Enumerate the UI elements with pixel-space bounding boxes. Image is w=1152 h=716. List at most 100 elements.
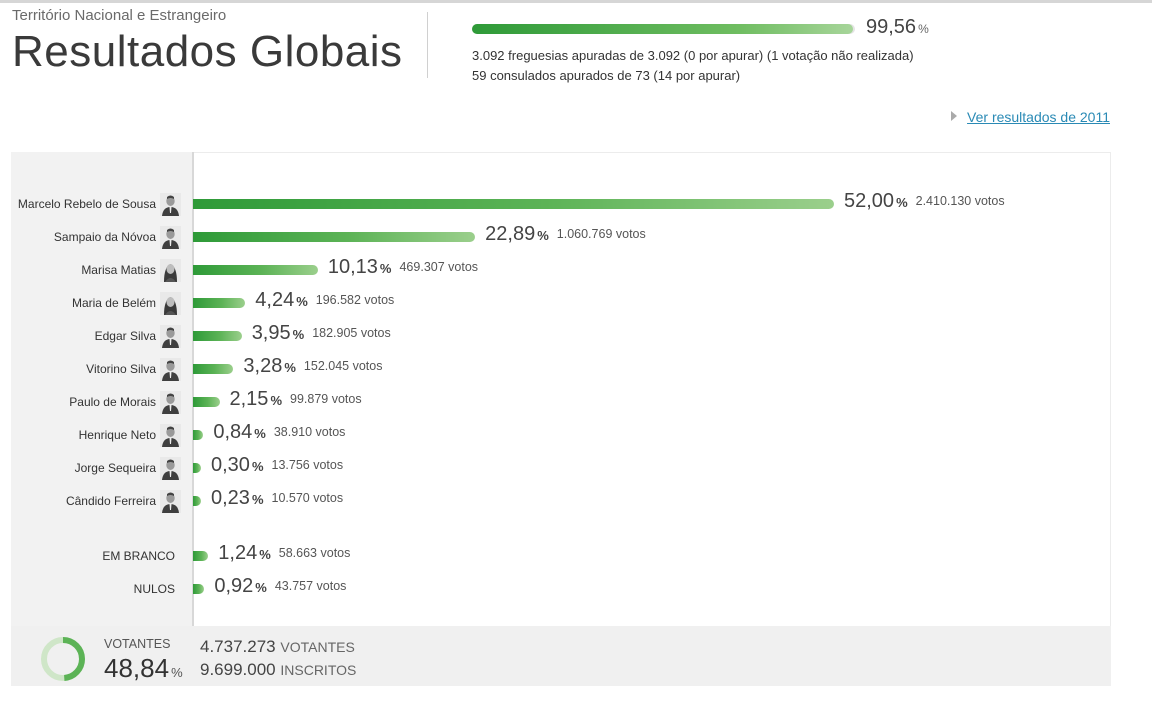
candidate-name: Paulo de Morais bbox=[69, 395, 156, 409]
percent-sign: % bbox=[255, 580, 267, 595]
top-border bbox=[0, 0, 1152, 3]
percent-sign: % bbox=[254, 426, 266, 441]
other-vote-row: NULOS 0,92% 43.757 votos bbox=[0, 575, 1152, 603]
man-portrait-icon bbox=[160, 358, 181, 381]
candidate-name: Cândido Ferreira bbox=[65, 494, 156, 508]
previous-results-link[interactable]: Ver resultados de 2011 bbox=[951, 109, 1110, 125]
donut-arc bbox=[41, 637, 85, 681]
candidate-row: Maria de Belém 4,24% 196.582 votos bbox=[0, 289, 1152, 317]
percent-sign: % bbox=[251, 492, 264, 507]
voters-count: 4.737.273 VOTANTES bbox=[200, 637, 355, 656]
candidate-bar bbox=[193, 331, 242, 341]
percentage-value: 4,24 bbox=[255, 289, 295, 311]
percent-sign: % bbox=[270, 393, 282, 408]
votes-count: 99.879 votos bbox=[290, 392, 362, 406]
percentage-value: 2,15 bbox=[229, 388, 269, 410]
candidate-row: Marcelo Rebelo de Sousa 52,00% 2.410.130 v… bbox=[0, 190, 1152, 218]
votes-count: 1.060.769 votos bbox=[556, 227, 646, 241]
votes-count: 10.570 votos bbox=[271, 491, 344, 505]
votes-count: 196.582 votos bbox=[315, 293, 395, 307]
woman-portrait-icon bbox=[160, 259, 181, 282]
candidate-bar bbox=[193, 298, 246, 308]
candidate-result: 0,84% 38.910 votos bbox=[213, 421, 345, 444]
candidate-bar bbox=[193, 397, 220, 407]
candidate-result: 3,95% 182.905 votos bbox=[252, 322, 391, 345]
candidate-bar bbox=[193, 364, 234, 374]
page-title: Resultados Globais bbox=[12, 27, 403, 76]
votes-count: 13.756 votos bbox=[271, 458, 344, 472]
percent-sign: % bbox=[296, 294, 308, 309]
progress-bar-track bbox=[472, 24, 855, 34]
votes-count: 58.663 votos bbox=[278, 546, 351, 560]
man-portrait-icon bbox=[160, 226, 181, 249]
other-vote-name: EM BRANCO bbox=[102, 549, 175, 563]
progress-value: 99,56% bbox=[866, 16, 929, 38]
turnout-donut-chart bbox=[41, 637, 85, 681]
other-vote-bar bbox=[193, 551, 209, 561]
page-subtitle: Território Nacional e Estrangeiro bbox=[12, 7, 227, 24]
results-panel bbox=[11, 152, 1111, 626]
percent-sign: % bbox=[379, 261, 392, 276]
percentage-value: 0,84 bbox=[213, 421, 253, 443]
candidate-bar bbox=[193, 265, 318, 275]
candidate-row: Edgar Silva 3,95% 182.905 votos bbox=[0, 322, 1152, 350]
candidate-result: 0,30% 13.756 votos bbox=[211, 454, 343, 477]
candidate-name: Vitorino Silva bbox=[86, 362, 156, 376]
candidate-row: Jorge Sequeira 0,30% 13.756 votos bbox=[0, 454, 1152, 482]
percentage-value: 10,13 bbox=[327, 256, 378, 278]
other-vote-result: 0,92% 43.757 votos bbox=[214, 575, 346, 598]
percent-sign: % bbox=[896, 195, 908, 210]
candidate-name: Henrique Neto bbox=[78, 428, 156, 442]
candidate-bar bbox=[193, 430, 204, 440]
man-portrait-icon bbox=[160, 457, 181, 480]
percentage-value: 1,24 bbox=[218, 542, 258, 564]
candidate-bar bbox=[193, 463, 201, 473]
votes-count: 469.307 votos bbox=[399, 260, 479, 274]
percentage-value: 0,30 bbox=[211, 454, 250, 476]
candidate-result: 0,23% 10.570 votos bbox=[211, 487, 343, 510]
votes-count: 2.410.130 votos bbox=[915, 194, 1005, 208]
candidate-result: 22,89% 1.060.769 votos bbox=[485, 223, 646, 246]
candidate-row: Marisa Matias 10,13% 469.307 votos bbox=[0, 256, 1152, 284]
voters-label: VOTANTES bbox=[104, 637, 171, 651]
candidate-name: Marcelo Rebelo de Sousa bbox=[17, 197, 156, 211]
candidate-result: 4,24% 196.582 votos bbox=[255, 289, 394, 312]
percentage-value: 3,95 bbox=[251, 322, 291, 344]
candidate-row: Paulo de Morais 2,15% 99.879 votos bbox=[0, 388, 1152, 416]
parishes-counted-text: 3.092 freguesias apuradas de 3.092 (0 po… bbox=[472, 48, 914, 63]
candidate-result: 3,28% 152.045 votos bbox=[243, 355, 382, 378]
percent-sign: % bbox=[537, 228, 549, 243]
votes-count: 152.045 votos bbox=[303, 359, 383, 373]
candidate-name: Jorge Sequeira bbox=[74, 461, 156, 475]
candidate-result: 2,15% 99.879 votos bbox=[230, 388, 362, 411]
candidate-row: Cândido Ferreira 0,23% 10.570 votos bbox=[0, 487, 1152, 515]
caret-right-icon bbox=[951, 111, 958, 121]
other-vote-bar bbox=[193, 584, 205, 594]
man-portrait-icon bbox=[160, 193, 181, 216]
candidate-name: Sampaio da Nóvoa bbox=[53, 230, 156, 244]
percentage-value: 0,23 bbox=[211, 487, 250, 509]
bars-axis bbox=[192, 152, 194, 626]
candidate-row: Vitorino Silva 3,28% 152.045 votos bbox=[0, 355, 1152, 383]
header-divider bbox=[427, 12, 428, 78]
candidate-row: Sampaio da Nóvoa 22,89% 1.060.769 votos bbox=[0, 223, 1152, 251]
candidate-result: 52,00% 2.410.130 votos bbox=[844, 190, 1005, 213]
turnout-footer: VOTANTES 48,84% 4.737.273 VOTANTES 9.699… bbox=[11, 626, 1111, 686]
man-portrait-icon bbox=[160, 325, 181, 348]
percentage-value: 0,92 bbox=[214, 575, 254, 597]
percent-sign: % bbox=[284, 360, 296, 375]
candidate-row: Henrique Neto 0,84% 38.910 votos bbox=[0, 421, 1152, 449]
candidate-bar bbox=[193, 496, 201, 506]
other-vote-name: NULOS bbox=[133, 582, 175, 596]
page-header: Território Nacional e Estrangeiro Result… bbox=[12, 7, 403, 76]
votes-count: 43.757 votos bbox=[274, 579, 347, 593]
percent-sign: % bbox=[292, 327, 305, 342]
candidate-result: 10,13% 469.307 votos bbox=[328, 256, 478, 279]
candidate-name: Marisa Matias bbox=[81, 263, 156, 277]
candidate-bar bbox=[193, 199, 834, 209]
candidate-bar bbox=[193, 232, 476, 242]
woman-portrait-icon bbox=[160, 292, 181, 315]
percent-sign: % bbox=[251, 459, 264, 474]
other-vote-result: 1,24% 58.663 votos bbox=[218, 542, 350, 565]
candidate-name: Edgar Silva bbox=[94, 329, 156, 343]
